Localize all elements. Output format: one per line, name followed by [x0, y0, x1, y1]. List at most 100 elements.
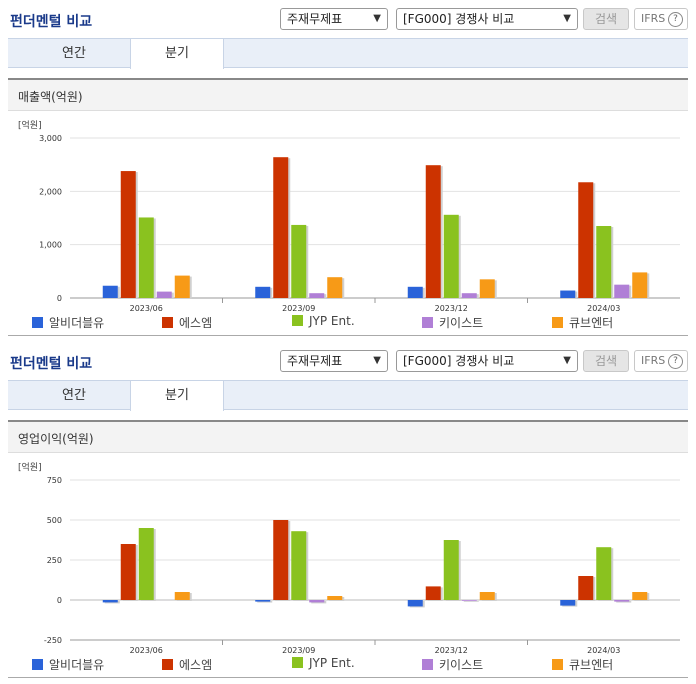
bar: [327, 596, 343, 600]
ifrs-button[interactable]: IFRS ?: [634, 8, 688, 30]
bar: [560, 600, 576, 606]
legend-item: JYP Ent.: [292, 656, 355, 670]
statement-select[interactable]: 주재무제표 ▼: [280, 8, 388, 30]
bar: [443, 540, 459, 600]
legend-label: JYP Ent.: [309, 656, 355, 670]
chevron-down-icon: ▼: [563, 355, 571, 366]
tab-quarterly[interactable]: 분기: [130, 39, 224, 69]
bar: [102, 285, 118, 298]
bar: [273, 520, 289, 600]
chart-header: 매출액(억원): [8, 80, 688, 111]
statement-select[interactable]: 주재무제표 ▼: [280, 350, 388, 372]
operating-profit-bar-chart: [억원] -250 0 250 500 750 2023/06 2023/09 2023/12 2…: [18, 461, 680, 655]
bar: [578, 182, 594, 298]
bar: [120, 171, 136, 298]
legend-item: 키이스트: [422, 314, 483, 331]
bar: [560, 290, 576, 298]
bar: [407, 286, 423, 298]
statement-select-value: 주재무제표: [287, 354, 343, 368]
y-tick-label: 250: [47, 556, 62, 565]
bar: [407, 600, 423, 607]
y-tick-label: 500: [47, 516, 62, 525]
bar: [461, 293, 477, 298]
ifrs-button[interactable]: IFRS ?: [634, 350, 688, 372]
y-tick-label: 3,000: [39, 134, 62, 143]
legend-item: 에스엠: [162, 656, 212, 673]
chart-container: 영업이익(억원) [억원] -250 0 250 500 750 2023/06 2023/0…: [8, 420, 688, 678]
panel-title: 펀더멘털 비교: [10, 14, 93, 30]
chevron-down-icon: ▼: [373, 13, 381, 24]
chart-container: 매출액(억원) [억원] 0 1,000 2,000 3,000 2023/06 2023/…: [8, 78, 688, 336]
bar: [614, 600, 630, 602]
y-tick-label: 2,000: [39, 187, 62, 196]
legend-item: JYP Ent.: [292, 314, 355, 328]
x-tick-label: 2023/09: [282, 646, 315, 655]
y-unit-label: [억원]: [18, 119, 42, 131]
bar: [309, 293, 325, 298]
bar-shadow: [257, 601, 273, 603]
bar-shadow: [616, 601, 632, 603]
y-tick-label: 750: [47, 476, 62, 485]
panel-title: 펀더멘털 비교: [10, 356, 93, 372]
bar: [614, 284, 630, 298]
help-icon: ?: [668, 12, 683, 27]
bar: [120, 544, 136, 600]
legend-swatch: [32, 317, 43, 328]
chevron-down-icon: ▼: [373, 355, 381, 366]
legend-item: 큐브엔터: [552, 656, 613, 673]
bar: [309, 600, 325, 603]
tab-quarterly[interactable]: 분기: [130, 381, 224, 411]
y-unit-label: [억원]: [18, 461, 42, 473]
x-tick-label: 2024/03: [587, 646, 620, 655]
peer-select[interactable]: [FG000] 경쟁사 비교 ▼: [396, 8, 578, 30]
bar: [102, 600, 118, 603]
x-tick-label: 2024/03: [587, 304, 620, 313]
ifrs-label: IFRS: [641, 12, 666, 25]
bar: [596, 226, 612, 298]
legend-swatch: [32, 659, 43, 670]
legend-item: 큐브엔터: [552, 314, 613, 331]
bar: [273, 157, 289, 298]
search-button[interactable]: 검색: [583, 8, 629, 30]
panel-header: 펀더멘털 비교 주재무제표 ▼ [FG000] 경쟁사 비교 ▼ 검색 IFRS…: [0, 342, 696, 376]
bar: [578, 576, 594, 600]
statement-select-value: 주재무제표: [287, 12, 343, 26]
chevron-down-icon: ▼: [563, 13, 571, 24]
legend-label: 큐브엔터: [569, 316, 614, 330]
bar: [632, 272, 648, 298]
legend-item: 에스엠: [162, 314, 212, 331]
bar: [596, 547, 612, 600]
peer-select[interactable]: [FG000] 경쟁사 비교 ▼: [396, 350, 578, 372]
bar: [479, 279, 495, 298]
chart-title: 매출액(억원): [18, 90, 83, 104]
bar: [138, 528, 154, 600]
bar-shadow: [463, 601, 479, 602]
y-tick-label: -250: [44, 636, 62, 645]
x-tick-label: 2023/12: [435, 646, 468, 655]
y-tick-label: 0: [57, 596, 62, 605]
tab-annual[interactable]: 연간: [62, 388, 86, 403]
ifrs-label: IFRS: [641, 354, 666, 367]
help-icon: ?: [668, 354, 683, 369]
bar: [461, 600, 477, 601]
x-tick-label: 2023/09: [282, 304, 315, 313]
legend-label: 에스엠: [179, 316, 213, 330]
search-button[interactable]: 검색: [583, 350, 629, 372]
bar: [327, 277, 343, 298]
bar: [632, 592, 648, 600]
legend-swatch: [422, 317, 433, 328]
legend-swatch: [552, 659, 563, 670]
y-tick-label: 1,000: [39, 241, 62, 250]
bar: [479, 592, 495, 600]
legend-label: 키이스트: [439, 316, 484, 330]
bar: [174, 592, 190, 600]
legend-swatch: [422, 659, 433, 670]
fundamental-panel-revenue: 펀더멘털 비교 주재무제표 ▼ [FG000] 경쟁사 비교 ▼ 검색 IFRS…: [0, 0, 696, 340]
legend-swatch: [292, 657, 303, 668]
tab-annual[interactable]: 연간: [62, 46, 86, 61]
x-tick-label: 2023/12: [435, 304, 468, 313]
legend-swatch: [552, 317, 563, 328]
bar: [138, 217, 154, 298]
legend-item: 알비더블유: [32, 656, 104, 673]
chart-title: 영업이익(억원): [18, 432, 94, 446]
